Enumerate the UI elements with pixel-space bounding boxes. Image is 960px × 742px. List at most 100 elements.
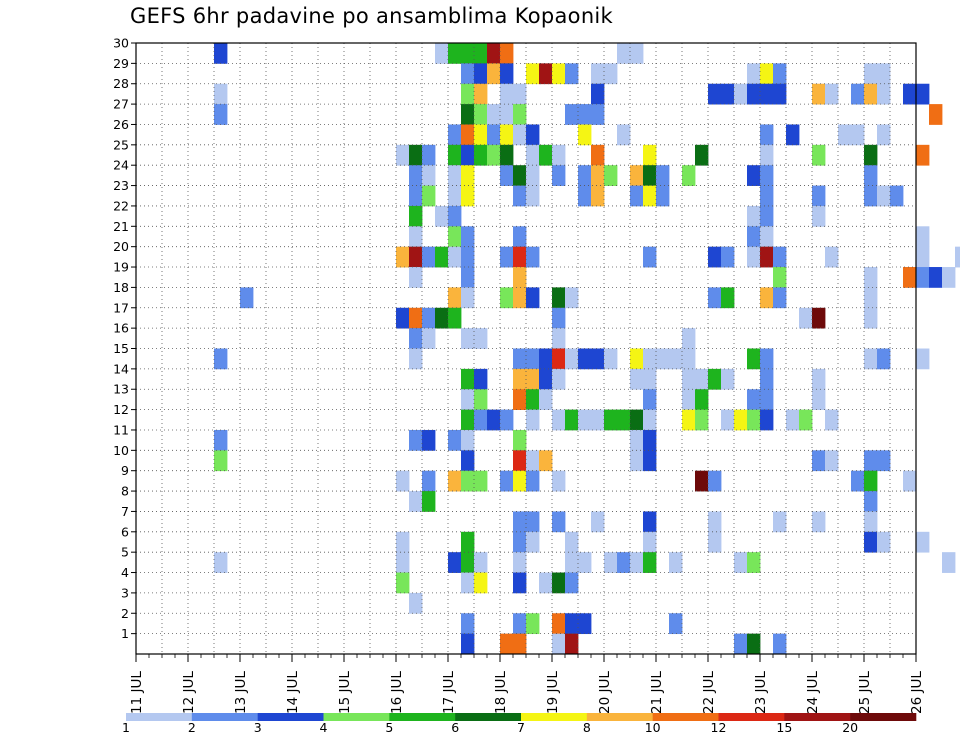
- heatmap-cell: [409, 246, 423, 268]
- heatmap-cell: [396, 531, 410, 553]
- legend-swatch: [521, 713, 588, 721]
- y-tick-label: 26: [113, 117, 129, 132]
- heatmap-cell: [461, 43, 475, 64]
- y-tick-label: 12: [113, 402, 129, 417]
- heatmap-cell: [643, 368, 657, 390]
- heatmap-cell: [500, 104, 514, 125]
- heatmap-cell: [695, 144, 709, 166]
- heatmap-cell: [812, 83, 826, 105]
- legend-swatch: [718, 713, 785, 721]
- heatmap-cell: [760, 246, 774, 268]
- heatmap-cell: [786, 124, 800, 146]
- heatmap-cell: [539, 348, 553, 370]
- heatmap-cell: [591, 63, 605, 85]
- heatmap-cell: [214, 43, 228, 64]
- legend-swatch: [586, 713, 653, 721]
- heatmap-cell: [643, 185, 657, 207]
- heatmap-cell: [513, 633, 527, 655]
- heatmap-cell: [513, 368, 527, 390]
- heatmap-cell: [682, 368, 696, 390]
- heatmap-cell: [812, 144, 826, 166]
- heatmap-cell: [461, 531, 475, 553]
- x-tick-label: 13 JUL: [233, 671, 249, 714]
- legend-swatch: [455, 713, 522, 721]
- heatmap-cell: [591, 165, 605, 186]
- heatmap-cell: [526, 613, 540, 635]
- heatmap-cell: [643, 531, 657, 553]
- heatmap-cell: [552, 328, 566, 349]
- heatmap-cell: [461, 450, 475, 472]
- heatmap-cell: [474, 368, 488, 390]
- heatmap-cell: [773, 633, 787, 655]
- heatmap-cell: [578, 613, 592, 635]
- x-tick-label: 23 JUL: [753, 671, 769, 714]
- heatmap-cell: [461, 389, 475, 410]
- heatmap-cell: [643, 389, 657, 410]
- heatmap-cell: [916, 267, 930, 288]
- heatmap-cell: [695, 389, 709, 410]
- heatmap-cell: [617, 409, 631, 431]
- heatmap-cell: [448, 124, 462, 146]
- heatmap-cell: [812, 205, 826, 227]
- heatmap-cell: [422, 491, 436, 512]
- legend-label: 12: [711, 720, 727, 735]
- heatmap-cell: [864, 63, 878, 85]
- heatmap-cell: [396, 307, 410, 329]
- heatmap-cell: [630, 552, 644, 573]
- heatmap-cell: [526, 144, 540, 166]
- heatmap-cell: [890, 185, 904, 207]
- heatmap-cell: [773, 83, 787, 105]
- heatmap-cell: [851, 83, 865, 105]
- heatmap-cell: [539, 450, 553, 472]
- heatmap-cell: [760, 389, 774, 410]
- y-tick-label: 22: [113, 198, 129, 213]
- heatmap-cell: [760, 409, 774, 431]
- heatmap-cell: [552, 368, 566, 390]
- heatmap-cell: [448, 144, 462, 166]
- heatmap-cell: [461, 429, 475, 451]
- heatmap-cell: [513, 429, 527, 451]
- chart-title: GEFS 6hr padavine po ansamblima Kopaonik: [130, 4, 614, 28]
- heatmap-cell: [877, 63, 891, 85]
- heatmap-cell: [903, 470, 917, 492]
- heatmap-cell: [721, 246, 735, 268]
- heatmap-cell: [864, 185, 878, 207]
- heatmap-cell: [851, 124, 865, 146]
- heatmap-cell: [474, 328, 488, 349]
- heatmap-cell: [747, 205, 761, 227]
- x-tick-label: 18 JUL: [493, 671, 509, 714]
- heatmap-cell: [630, 348, 644, 370]
- heatmap-cell: [565, 552, 579, 573]
- y-tick-label: 16: [113, 321, 129, 336]
- heatmap-cell: [630, 409, 644, 431]
- y-tick-label: 30: [113, 36, 129, 51]
- heatmap-cell: [734, 409, 748, 431]
- heatmap-cell: [799, 307, 813, 329]
- heatmap-cell: [565, 409, 579, 431]
- heatmap-cell: [812, 368, 826, 390]
- heatmap-cell: [396, 246, 410, 268]
- heatmap-cell: [565, 63, 579, 85]
- heatmap-cell: [526, 165, 540, 186]
- heatmap-cell: [877, 185, 891, 207]
- heatmap-cell: [916, 246, 930, 268]
- heatmap-cell: [578, 124, 592, 146]
- heatmap-cell: [552, 307, 566, 329]
- heatmap-cell: [513, 226, 527, 248]
- heatmap-cell: [461, 63, 475, 85]
- heatmap-cell: [747, 552, 761, 573]
- legend-label: 8: [583, 720, 591, 735]
- heatmap-cell: [864, 450, 878, 472]
- x-tick-label: 25 JUL: [857, 671, 873, 714]
- x-tick-label: 17 JUL: [441, 671, 457, 714]
- x-tick-label: 11 JUL: [129, 671, 145, 714]
- heatmap-cell: [422, 307, 436, 329]
- heatmap-cell: [591, 83, 605, 105]
- heatmap-cell: [578, 165, 592, 186]
- heatmap-cell: [539, 368, 553, 390]
- heatmap-cell: [461, 185, 475, 207]
- heatmap-cell: [513, 124, 527, 146]
- heatmap-cell: [708, 470, 722, 492]
- heatmap-cell: [539, 144, 553, 166]
- heatmap-cell: [474, 552, 488, 573]
